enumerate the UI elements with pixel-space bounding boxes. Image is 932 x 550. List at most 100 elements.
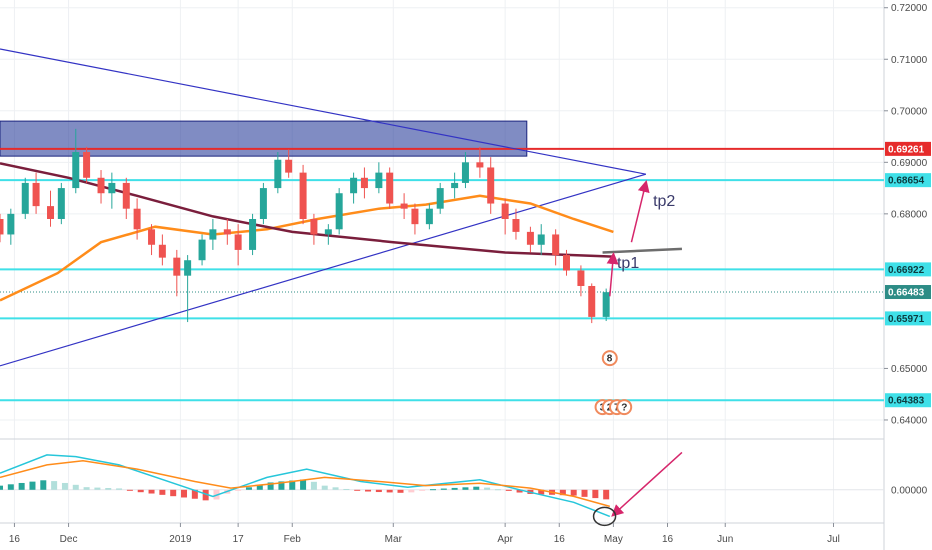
badge-label: ? bbox=[621, 403, 627, 414]
macd-histogram-bar bbox=[516, 489, 523, 493]
candle-body bbox=[285, 159, 293, 173]
time-tick-label: 2019 bbox=[169, 534, 192, 545]
macd-histogram-bar bbox=[137, 489, 144, 493]
candle-body bbox=[108, 182, 116, 194]
candle-body bbox=[209, 229, 217, 240]
drawings[interactable]: tp1 tp2 bbox=[602, 180, 682, 297]
signal-line bbox=[0, 460, 611, 508]
macd-histogram-bar bbox=[267, 482, 274, 490]
level-badge-label: 0.66922 bbox=[888, 265, 925, 276]
level-badge-bg bbox=[885, 173, 931, 188]
candle-body bbox=[400, 203, 408, 209]
moving-average-line bbox=[0, 194, 614, 302]
candle-body bbox=[335, 193, 343, 230]
candle-body bbox=[32, 182, 40, 207]
macd-histogram-bar bbox=[386, 489, 393, 493]
candle-body bbox=[476, 162, 484, 168]
macd-histogram-bar bbox=[278, 481, 285, 490]
macd-histogram-bar bbox=[170, 489, 177, 497]
macd-histogram-bar bbox=[354, 489, 361, 491]
macd-histogram-bar bbox=[505, 489, 512, 491]
candle-body bbox=[602, 292, 610, 317]
candle-body bbox=[451, 182, 459, 189]
candle-body bbox=[386, 172, 394, 204]
level-badge-bg bbox=[885, 285, 931, 300]
candle-body bbox=[562, 255, 570, 271]
level-badge-label: 0.64383 bbox=[888, 396, 925, 407]
candle-body bbox=[310, 219, 318, 235]
macd-histogram-bar bbox=[83, 487, 90, 490]
macd-histogram-bar bbox=[397, 489, 404, 493]
badge-label: 8 bbox=[607, 354, 613, 365]
arrow[interactable] bbox=[606, 252, 619, 297]
candle-body bbox=[148, 229, 156, 245]
annotation-tp1[interactable]: tp1 bbox=[617, 255, 639, 272]
candle-body bbox=[588, 285, 596, 317]
candle-body bbox=[184, 260, 192, 276]
macd-histogram-bar bbox=[191, 489, 198, 499]
macd-histogram-bar bbox=[0, 485, 3, 490]
macd-histogram-bar bbox=[256, 484, 263, 490]
trendline[interactable] bbox=[0, 48, 646, 175]
macd-histogram-bar bbox=[159, 489, 166, 495]
target-line[interactable] bbox=[602, 247, 682, 254]
macd-histogram-bar bbox=[202, 489, 209, 501]
macd-histogram-bar bbox=[51, 481, 58, 490]
time-tick-label: 16 bbox=[662, 534, 674, 545]
macd-histogram-bar bbox=[126, 489, 133, 491]
macd-histogram-bar bbox=[365, 489, 372, 492]
macd-histogram-bar bbox=[310, 481, 317, 490]
macd-histogram-bar bbox=[484, 487, 491, 490]
time-axis[interactable]: 16 Dec 2019 17 Feb Mar Apr 16 May 16 Jun Jul bbox=[9, 523, 840, 545]
flag-icon bbox=[601, 350, 618, 367]
candle-body bbox=[158, 244, 166, 258]
macd-circle-annotation bbox=[592, 506, 617, 527]
level-badge[interactable]: 0.68654 bbox=[885, 173, 931, 188]
candle-body bbox=[274, 159, 282, 189]
event-badge[interactable]: ? bbox=[616, 399, 633, 416]
macd-histogram-bar bbox=[462, 487, 469, 490]
time-tick-label: Mar bbox=[385, 534, 403, 545]
candle-body bbox=[0, 219, 4, 235]
time-tick-label: Feb bbox=[284, 534, 302, 545]
candle-body bbox=[249, 219, 257, 250]
macd-zero-label: 0.00000 bbox=[891, 485, 928, 496]
macd-histogram-bar bbox=[592, 489, 599, 499]
level-badge[interactable]: 0.65971 bbox=[885, 311, 931, 326]
event-badges[interactable]: 8327? bbox=[594, 350, 633, 416]
arrow[interactable] bbox=[630, 180, 650, 243]
level-badge-bg bbox=[885, 393, 931, 408]
macd-histogram-bar bbox=[105, 488, 112, 490]
candle-body bbox=[436, 188, 444, 209]
macd-histogram-bar bbox=[419, 489, 426, 491]
level-badge[interactable]: 0.64383 bbox=[885, 393, 931, 408]
macd-histogram-bar bbox=[116, 488, 123, 490]
flag-icon bbox=[616, 399, 633, 416]
candle-body bbox=[57, 188, 65, 219]
price-axis[interactable]: 0.72000 0.71000 0.70000 0.69000 0.68000 0.650… bbox=[884, 0, 932, 550]
event-badge[interactable]: 8 bbox=[601, 350, 618, 367]
macd-histogram-bar bbox=[18, 482, 25, 490]
macd-line bbox=[0, 454, 611, 518]
candle-body bbox=[411, 208, 419, 225]
candle-body bbox=[577, 270, 585, 286]
macd-histogram-bar bbox=[148, 489, 155, 494]
resistance-zone[interactable] bbox=[0, 120, 528, 157]
level-badge[interactable]: 0.66483 bbox=[885, 285, 931, 300]
macd-histogram-bar bbox=[440, 488, 447, 490]
level-badge[interactable]: 0.66922 bbox=[885, 262, 931, 277]
macd-histogram-bar bbox=[40, 480, 47, 490]
macd-histogram-bar bbox=[603, 489, 610, 500]
candle-body bbox=[198, 239, 206, 261]
annotation-tp2[interactable]: tp2 bbox=[653, 193, 675, 210]
horizontal-levels[interactable] bbox=[0, 147, 884, 402]
candle-body bbox=[259, 188, 267, 219]
candle-body bbox=[83, 152, 91, 178]
resistance-zone-rect[interactable] bbox=[0, 120, 528, 157]
macd-histogram-bar bbox=[538, 489, 545, 495]
time-tick-label: Jul bbox=[827, 534, 840, 545]
level-badge[interactable]: 0.69261 bbox=[885, 141, 931, 156]
macd-histogram-bar bbox=[451, 487, 458, 490]
candle-body bbox=[537, 234, 545, 245]
